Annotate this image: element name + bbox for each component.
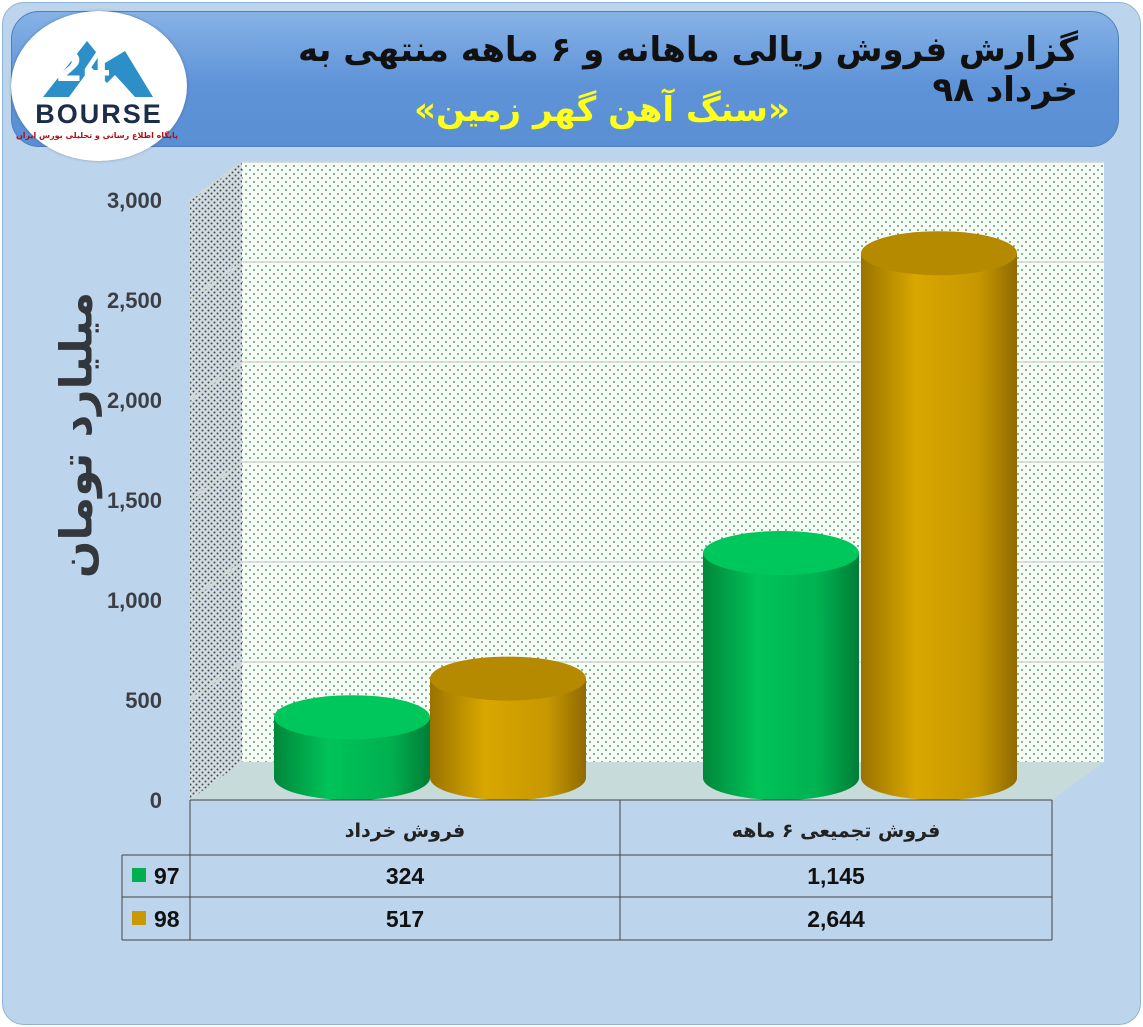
bar-98-2 bbox=[861, 231, 1017, 800]
y-tick-label: 1,000 bbox=[107, 588, 162, 613]
y-tick-label: 3,000 bbox=[107, 188, 162, 213]
logo-mountain-icon bbox=[43, 41, 153, 97]
data-table: فروش خرداد فروش تجمیعی ۶ ماهه 97 98 324 … bbox=[121, 799, 1053, 941]
bar-top bbox=[274, 695, 430, 740]
table-cell-97-six-month: 1,145 bbox=[807, 863, 865, 889]
chart-subtitle: «سنگ آهن گهر زمین» bbox=[414, 90, 790, 130]
gridline bbox=[189, 261, 1104, 301]
table-cell-98-khordad: 517 bbox=[386, 906, 424, 932]
legend-swatch-98 bbox=[132, 911, 146, 925]
y-axis-ticks: 0 500 1,000 1,500 2,000 2,500 3,000 bbox=[107, 188, 162, 813]
bar-top bbox=[703, 531, 859, 575]
table-cell-97-khordad: 324 bbox=[386, 863, 425, 889]
bar-top bbox=[861, 231, 1017, 276]
bar-top bbox=[430, 656, 586, 701]
category-label-1: فروش خرداد bbox=[345, 820, 465, 842]
bar-body bbox=[274, 717, 430, 800]
y-tick-label: 2,000 bbox=[107, 388, 162, 413]
y-tick-label: 0 bbox=[150, 788, 162, 813]
y-tick-label: 2,500 bbox=[107, 288, 162, 313]
chart-title: گزارش فروش ریالی ماهانه و ۶ ماهه منتهی ب… bbox=[298, 30, 1078, 110]
bourse24-logo: 24 BOURSE پایگاه اطلاع رسانی و تحلیلی بو… bbox=[11, 11, 187, 161]
bar-body bbox=[430, 678, 586, 800]
bar-98-1 bbox=[430, 656, 586, 800]
logo-tagline: پایگاه اطلاع رسانی و تحلیلی بورس ایران bbox=[16, 130, 178, 141]
bar-body bbox=[703, 553, 859, 800]
bars bbox=[274, 231, 1017, 800]
legend-label-98: 98 bbox=[154, 906, 180, 932]
bar-97-1 bbox=[274, 695, 430, 800]
title-banner: گزارش فروش ریالی ماهانه و ۶ ماهه منتهی ب… bbox=[11, 11, 1119, 147]
bar-body bbox=[861, 253, 1017, 800]
svg-text:24: 24 bbox=[55, 45, 111, 91]
legend-swatch-97 bbox=[132, 868, 146, 882]
bar-97-2 bbox=[703, 531, 859, 800]
logo-wordmark: BOURSE bbox=[35, 99, 163, 129]
y-tick-label: 500 bbox=[125, 688, 162, 713]
gridline bbox=[189, 161, 1104, 201]
category-label-2: فروش تجمیعی ۶ ماهه bbox=[732, 820, 941, 842]
legend-label-97: 97 bbox=[154, 863, 180, 889]
gridline bbox=[189, 361, 1104, 401]
table-cell-98-six-month: 2,644 bbox=[807, 906, 865, 932]
gridline bbox=[189, 461, 1104, 501]
y-tick-label: 1,500 bbox=[107, 488, 162, 513]
gridlines bbox=[189, 161, 1104, 701]
